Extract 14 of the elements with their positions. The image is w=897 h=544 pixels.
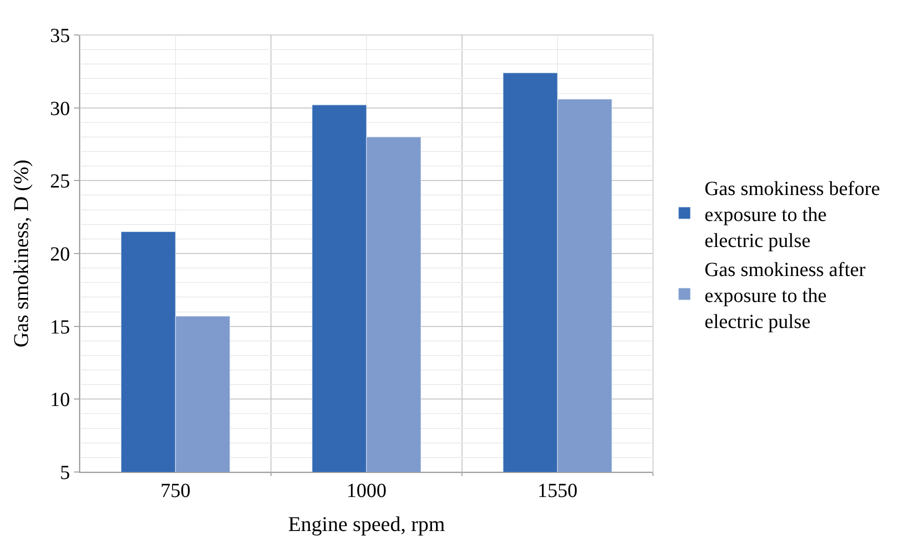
y-tick-label: 20 (50, 244, 70, 266)
y-tick-label: 25 (50, 170, 70, 193)
y-tick-label: 10 (50, 389, 70, 412)
x-tick-label: 1550 (538, 480, 578, 502)
legend-label: Gas smokiness before exposure to the electric pulse (704, 178, 880, 252)
legend-label: Gas smokiness after exposure to the electric pulse (704, 258, 866, 333)
y-tick-label: 5 (60, 462, 70, 484)
y-axis-title: Gas smokiness, D (%) (9, 160, 34, 348)
x-axis-title: Engine speed, rpm (288, 512, 445, 536)
y-tick-label: 30 (50, 98, 70, 120)
x-tick-label: 1000 (346, 480, 386, 502)
y-tick-label: 15 (50, 316, 70, 338)
y-tick-label: 35 (50, 25, 70, 47)
x-tick-label: 750 (160, 480, 190, 502)
